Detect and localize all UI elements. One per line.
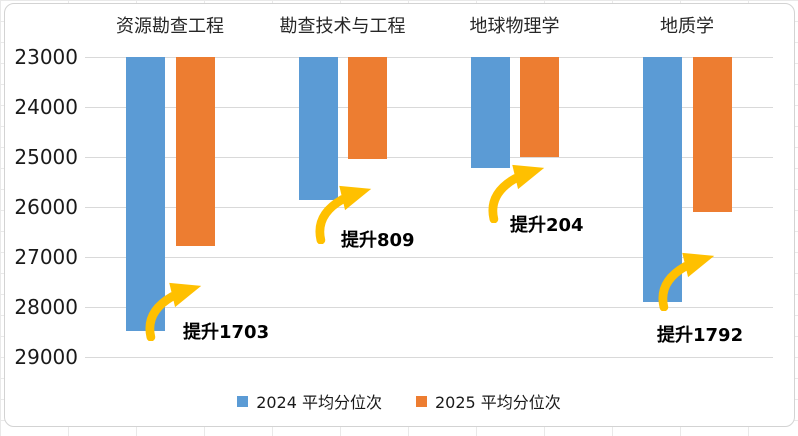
improvement-label: 提升204 (510, 215, 584, 236)
y-gridline (85, 107, 773, 108)
chart-legend: 2024 平均分位次 2025 平均分位次 (0, 389, 798, 413)
bar-2025[interactable] (175, 57, 215, 246)
legend-item-2024[interactable]: 2024 平均分位次 (237, 389, 382, 413)
y-axis-tick-label: 28000 (14, 295, 78, 319)
y-axis-tick-label: 27000 (14, 245, 78, 269)
improvement-arrow-icon (313, 184, 381, 248)
legend-swatch-2024-icon (237, 395, 249, 407)
y-gridline (85, 357, 773, 358)
improvement-arrow-icon (656, 251, 724, 315)
bar-2025[interactable] (520, 57, 559, 158)
bar-2025[interactable] (348, 57, 387, 160)
y-axis-tick-label: 24000 (14, 95, 78, 119)
improvement-arrow-icon (486, 163, 554, 227)
bar-2024[interactable] (298, 57, 338, 200)
y-gridline (85, 307, 773, 308)
category-label: 地球物理学 (469, 16, 560, 37)
improvement-label: 提升809 (341, 230, 415, 251)
y-gridline (85, 57, 773, 58)
y-gridline (85, 257, 773, 258)
y-axis-tick-label: 29000 (14, 345, 78, 369)
legend-label-2024: 2024 平均分位次 (256, 393, 382, 412)
bar-2024[interactable] (470, 57, 510, 168)
improvement-label: 提升1792 (657, 325, 744, 346)
bar-2025[interactable] (692, 57, 732, 213)
legend-label-2025: 2025 平均分位次 (435, 393, 561, 412)
improvement-arrow-icon (143, 281, 211, 345)
improvement-label: 提升1703 (183, 322, 270, 343)
category-label: 勘查技术与工程 (279, 16, 406, 37)
y-axis-tick-label: 26000 (14, 195, 78, 219)
bar-2024[interactable] (643, 57, 682, 302)
y-gridline (85, 157, 773, 158)
bar-2024[interactable] (126, 57, 165, 331)
legend-item-2025[interactable]: 2025 平均分位次 (416, 389, 561, 413)
y-gridline (85, 207, 773, 208)
legend-swatch-2025-icon (416, 395, 427, 407)
category-label: 地质学 (660, 16, 714, 37)
y-axis-tick-label: 25000 (14, 145, 78, 169)
category-label: 资源勘查工程 (116, 16, 224, 37)
y-axis-tick-label: 23000 (14, 45, 78, 69)
